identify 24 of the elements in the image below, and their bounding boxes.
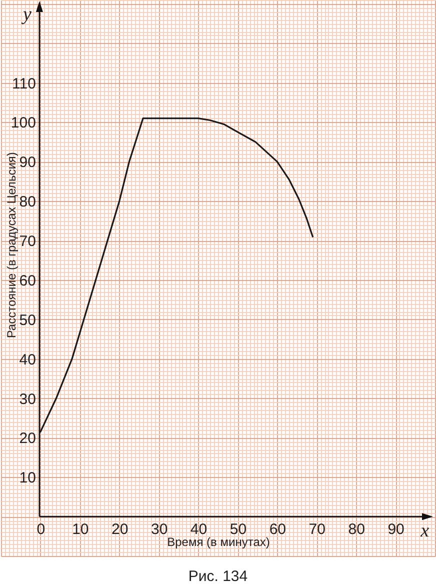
y-tick-label: 90 xyxy=(19,154,36,172)
y-tick-label: 70 xyxy=(19,233,36,250)
line-series xyxy=(40,118,314,433)
y-tick-label: 40 xyxy=(19,351,36,368)
y-tick-label: 30 xyxy=(19,390,36,408)
x-tick-label: 30 xyxy=(150,521,168,538)
x-tick-label: 90 xyxy=(388,521,404,538)
y-tick-label: 10 xyxy=(19,470,36,487)
x-tick-label: 60 xyxy=(269,521,286,538)
y-tick-label: 50 xyxy=(19,312,36,329)
y-tick-label: 20 xyxy=(19,430,36,448)
x-tick-label: 0 xyxy=(36,521,46,538)
y-tick-label: 80 xyxy=(19,194,36,211)
y-tick-label: 100 xyxy=(10,114,36,132)
annotation: y xyxy=(21,4,32,25)
y-axis-title: Расстояние (в градусах Цельсия) xyxy=(4,152,18,338)
annotation: x xyxy=(420,520,430,542)
x-tick-label: 70 xyxy=(308,521,326,538)
text: Рис. 134 xyxy=(188,568,248,585)
x-tick-label: 80 xyxy=(348,521,365,538)
y-tick-label: 60 xyxy=(19,272,36,290)
y-tick-label: 110 xyxy=(12,75,36,92)
x-tick-label: 20 xyxy=(112,521,128,538)
x-tick-label: 10 xyxy=(72,521,89,538)
